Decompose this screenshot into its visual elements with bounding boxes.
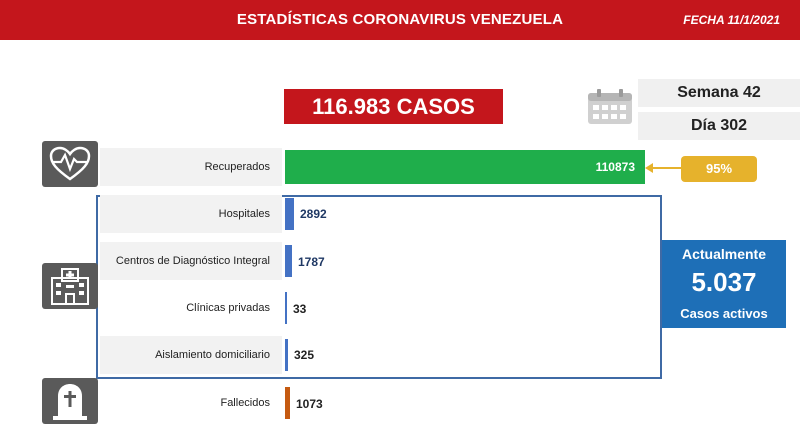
day-label: Día 302: [638, 112, 800, 140]
home-isolation-value: 325: [294, 348, 315, 362]
cdi-value: 1787: [298, 255, 325, 269]
hospital-building-icon: [42, 263, 98, 309]
recovered-value: 110873: [595, 160, 635, 174]
hospitals-label: Hospitales: [100, 195, 282, 233]
active-subtitle: Casos activos: [680, 306, 768, 321]
active-cases-summary: Actualmente 5.037 Casos activos: [662, 240, 786, 328]
heart-pulse-icon: [42, 141, 98, 187]
private-clinics-value: 33: [293, 302, 307, 316]
active-cases-value: 5.037: [691, 267, 757, 297]
tombstone-icon: [42, 378, 98, 424]
cdi-bar: [285, 245, 292, 277]
page-title: ESTADÍSTICAS CORONAVIRUS VENEZUELA: [236, 11, 564, 28]
week-label: Semana 42: [638, 79, 800, 107]
arrow-left-icon: [645, 163, 653, 173]
home-isolation-bar: [285, 339, 288, 371]
active-title: Actualmente: [681, 246, 767, 262]
private-clinics-bar: [285, 292, 287, 324]
deceased-bar: [285, 387, 290, 419]
calendar-icon: [588, 89, 632, 124]
deceased-value: 1073: [296, 397, 323, 411]
arrow-line: [652, 167, 682, 169]
recovered-label: Recuperados: [100, 148, 282, 186]
total-cases-badge: 116.983 CASOS: [284, 89, 503, 124]
home-isolation-label: Aislamiento domiciliario: [100, 336, 282, 374]
header-bar: ESTADÍSTICAS CORONAVIRUS VENEZUELA FECHA…: [0, 0, 800, 40]
deceased-label: Fallecidos: [100, 384, 282, 422]
private-clinics-label: Clínicas privadas: [100, 289, 282, 327]
report-date: FECHA 11/1/2021: [683, 13, 780, 27]
hospitals-bar: [285, 198, 294, 230]
recovered-percent-badge: 95%: [681, 156, 757, 182]
recovered-bar: [285, 150, 645, 184]
cdi-label: Centros de Diagnóstico Integral: [100, 242, 282, 280]
hospitals-value: 2892: [300, 207, 327, 221]
